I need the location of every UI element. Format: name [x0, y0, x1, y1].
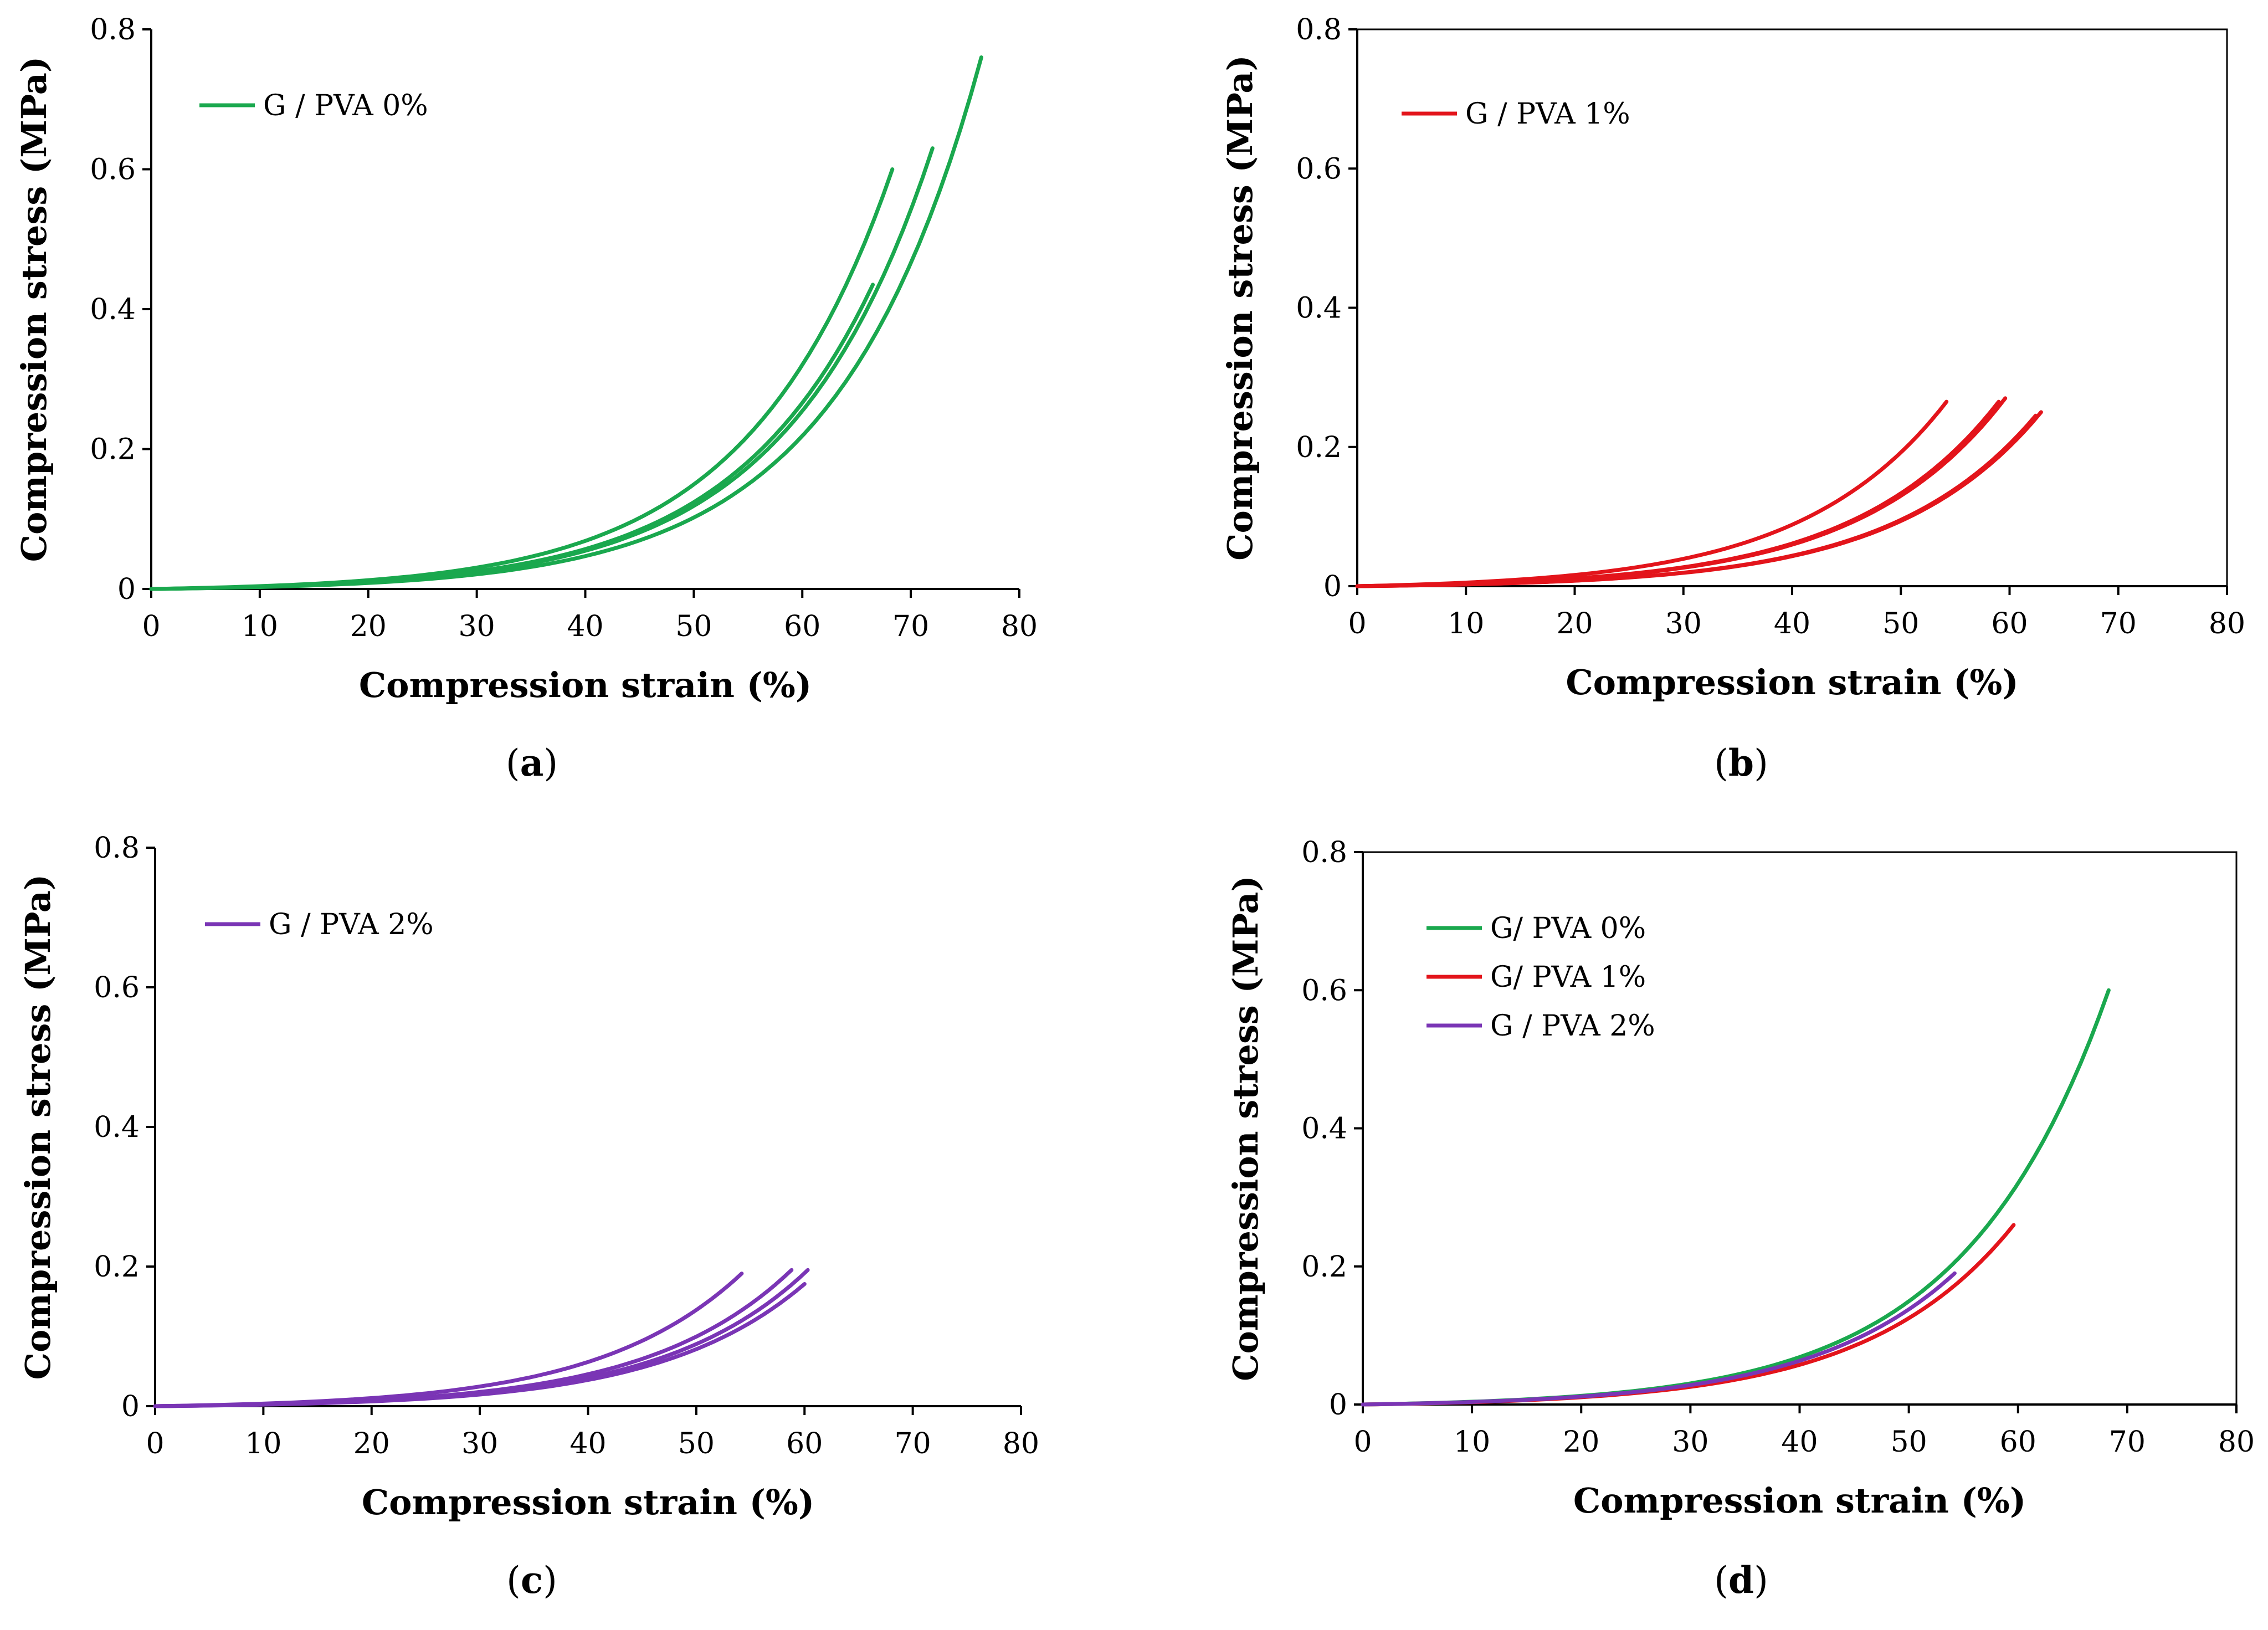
y-tick-label: 0 — [117, 573, 136, 606]
x-tick-label: 40 — [1774, 607, 1810, 640]
x-tick-label: 80 — [1003, 1427, 1039, 1460]
x-tick-label: 80 — [1001, 610, 1038, 643]
x-tick-label: 20 — [350, 610, 387, 643]
x-tick-label: 0 — [142, 610, 160, 643]
y-tick-label: 0.4 — [1301, 1113, 1347, 1146]
panel-c: 0 10 20 30 40 50 60 70 80 0 0.2 0.4 0.6 0.8 Compressio… — [18, 832, 1039, 1602]
y-tick-label: 0 — [1323, 570, 1342, 603]
x-tick-label: 40 — [567, 610, 603, 643]
x-tick-label: 70 — [2109, 1426, 2146, 1459]
legend-label: G / PVA 2% — [1490, 1009, 1655, 1043]
panel-d: 0 10 20 30 40 50 60 70 80 0 0.2 0.4 0.6 0.8 Compressio… — [1225, 836, 2255, 1602]
x-tick-label: 20 — [1563, 1426, 1599, 1459]
x-tick-label: 50 — [675, 610, 712, 643]
series-line — [1361, 1271, 1957, 1407]
x-axis-label: Compression strain (%) — [359, 665, 812, 705]
x-tick-label: 30 — [1672, 1426, 1708, 1459]
panel-a: 0 10 20 30 40 50 60 70 80 0 0.2 0.4 0.6 0.8 Compressio… — [14, 13, 1038, 785]
x-tick-label: 20 — [353, 1427, 390, 1460]
x-tick-label: 10 — [1448, 607, 1484, 640]
y-tick-label: 0.8 — [94, 832, 140, 865]
x-tick-label: 0 — [1348, 607, 1366, 640]
y-tick-label: 0.4 — [90, 293, 136, 326]
legend-label: G / PVA 0% — [263, 89, 428, 122]
x-tick-label: 50 — [1891, 1426, 1927, 1459]
legend-label: G/ PVA 0% — [1490, 912, 1646, 945]
x-tick-label: 40 — [1781, 1426, 1818, 1459]
x-tick-label: 60 — [2000, 1426, 2036, 1459]
x-axis-label: Compression strain (%) — [1566, 662, 2018, 703]
y-tick-label: 0.8 — [90, 13, 136, 47]
series-line — [1355, 410, 2043, 588]
panel-caption: (b) — [1714, 741, 1768, 785]
x-tick-label: 70 — [892, 610, 929, 643]
series-line — [149, 55, 983, 591]
panel-caption: (d) — [1714, 1559, 1768, 1602]
y-tick-label: 0.2 — [94, 1250, 140, 1284]
panel-b: 0 10 20 30 40 50 60 70 80 0 0.2 0.4 0.6 0.8 Compressio… — [1220, 13, 2245, 785]
y-tick-label: 0.2 — [1296, 431, 1342, 464]
x-tick-label: 80 — [2218, 1426, 2255, 1459]
legend-label: G / PVA 1% — [1465, 98, 1630, 131]
series-line — [153, 1282, 807, 1408]
legend-label: G / PVA 2% — [269, 908, 434, 941]
x-tick-label: 30 — [461, 1427, 498, 1460]
y-tick-label: 0.6 — [1301, 974, 1347, 1007]
y-tick-label: 0.2 — [1301, 1250, 1347, 1284]
y-tick-label: 0.4 — [94, 1111, 140, 1144]
x-tick-label: 0 — [146, 1427, 164, 1460]
x-tick-label: 80 — [2209, 607, 2245, 640]
y-tick-label: 0 — [1329, 1388, 1347, 1422]
y-axis-label: Compression stress (MPa) — [14, 57, 54, 562]
x-tick-label: 20 — [1556, 607, 1593, 640]
x-tick-label: 50 — [1882, 607, 1919, 640]
y-tick-label: 0.8 — [1296, 13, 1342, 47]
x-tick-label: 10 — [245, 1427, 281, 1460]
legend-label: G/ PVA 1% — [1490, 961, 1646, 994]
y-tick-label: 0.6 — [1296, 152, 1342, 186]
panel-caption: (c) — [506, 1559, 557, 1602]
y-tick-label: 0.2 — [90, 433, 136, 467]
y-tick-label: 0.8 — [1301, 836, 1347, 869]
y-tick-label: 0 — [121, 1390, 140, 1423]
x-tick-label: 70 — [895, 1427, 931, 1460]
y-axis-label: Compression stress (MPa) — [1225, 875, 1266, 1381]
x-axis-label: Compression strain (%) — [1573, 1480, 2026, 1521]
x-tick-label: 40 — [569, 1427, 606, 1460]
y-axis-label: Compression stress (MPa) — [1220, 55, 1260, 561]
y-tick-label: 0.6 — [94, 971, 140, 1004]
x-tick-label: 30 — [1665, 607, 1702, 640]
x-axis-label: Compression strain (%) — [362, 1482, 814, 1523]
x-tick-label: 60 — [784, 610, 820, 643]
x-tick-label: 10 — [242, 610, 278, 643]
y-axis-label: Compression stress (MPa) — [18, 874, 58, 1380]
panel-caption: (a) — [506, 741, 558, 785]
y-tick-label: 0.6 — [90, 153, 136, 187]
x-tick-label: 60 — [786, 1427, 823, 1460]
x-tick-label: 60 — [1991, 607, 2028, 640]
x-tick-label: 50 — [678, 1427, 715, 1460]
x-tick-label: 0 — [1353, 1426, 1372, 1459]
y-tick-label: 0.4 — [1296, 292, 1342, 325]
x-tick-label: 70 — [2100, 607, 2137, 640]
x-tick-label: 10 — [1454, 1426, 1490, 1459]
x-tick-label: 30 — [459, 610, 495, 643]
